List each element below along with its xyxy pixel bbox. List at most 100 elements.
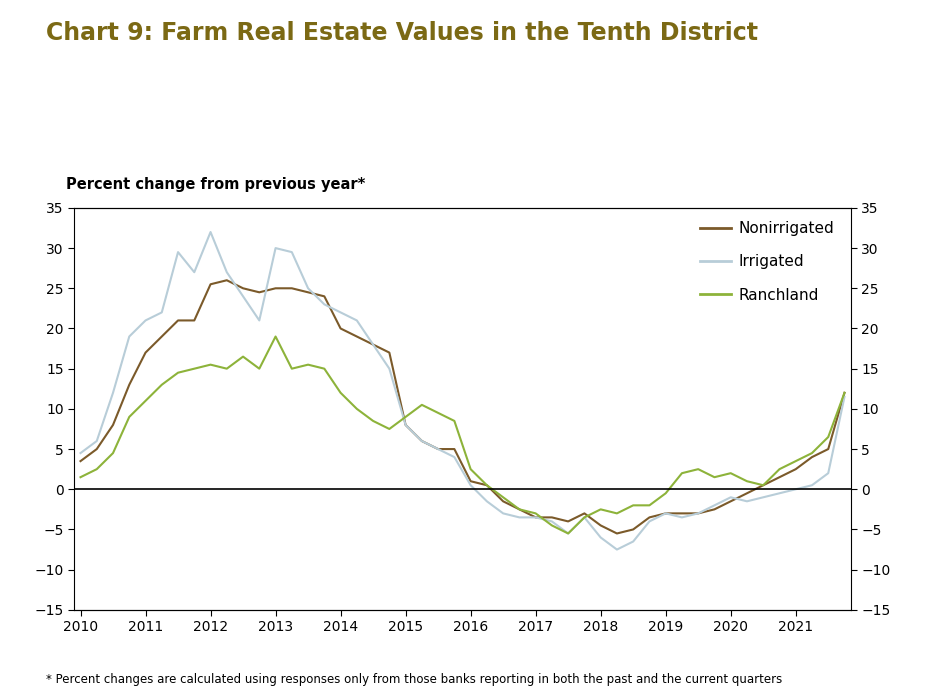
Nonirrigated	[92, 445, 103, 453]
Irrigated	[433, 445, 444, 453]
Ranchland	[433, 409, 444, 417]
Ranchland	[514, 505, 525, 514]
Nonirrigated	[433, 445, 444, 453]
Ranchland	[774, 465, 785, 473]
Irrigated	[676, 514, 687, 522]
Irrigated	[742, 497, 753, 505]
Nonirrigated	[140, 349, 151, 357]
Nonirrigated	[481, 481, 492, 489]
Irrigated	[562, 529, 574, 538]
Nonirrigated	[628, 525, 639, 534]
Nonirrigated	[547, 514, 558, 522]
Irrigated	[822, 469, 833, 477]
Irrigated	[270, 244, 281, 252]
Ranchland	[595, 505, 606, 514]
Irrigated	[595, 534, 606, 542]
Text: * Percent changes are calculated using responses only from those banks reporting: * Percent changes are calculated using r…	[46, 673, 783, 686]
Nonirrigated	[449, 445, 460, 453]
Nonirrigated	[400, 421, 411, 429]
Nonirrigated	[205, 280, 216, 288]
Ranchland	[140, 396, 151, 405]
Irrigated	[790, 485, 801, 493]
Ranchland	[205, 360, 216, 369]
Irrigated	[335, 308, 346, 317]
Ranchland	[465, 465, 476, 473]
Nonirrigated	[693, 509, 704, 518]
Ranchland	[253, 365, 265, 373]
Irrigated	[416, 437, 427, 445]
Nonirrigated	[367, 340, 378, 349]
Ranchland	[156, 380, 167, 389]
Irrigated	[498, 509, 509, 518]
Text: Chart 9: Farm Real Estate Values in the Tenth District: Chart 9: Farm Real Estate Values in the …	[46, 21, 758, 45]
Irrigated	[400, 421, 411, 429]
Line: Nonirrigated: Nonirrigated	[80, 280, 845, 534]
Nonirrigated	[107, 421, 118, 429]
Nonirrigated	[286, 284, 297, 292]
Irrigated	[172, 248, 183, 256]
Nonirrigated	[270, 284, 281, 292]
Ranchland	[807, 449, 818, 457]
Ranchland	[107, 449, 118, 457]
Nonirrigated	[156, 333, 167, 341]
Legend: Nonirrigated, Irrigated, Ranchland: Nonirrigated, Irrigated, Ranchland	[694, 215, 840, 309]
Ranchland	[352, 405, 363, 413]
Irrigated	[514, 514, 525, 522]
Irrigated	[107, 389, 118, 397]
Nonirrigated	[644, 514, 655, 522]
Nonirrigated	[416, 437, 427, 445]
Ranchland	[839, 389, 850, 397]
Ranchland	[367, 416, 378, 425]
Irrigated	[449, 453, 460, 462]
Ranchland	[400, 413, 411, 421]
Nonirrigated	[774, 473, 785, 482]
Ranchland	[547, 521, 558, 529]
Irrigated	[205, 228, 216, 236]
Irrigated	[758, 493, 769, 502]
Irrigated	[384, 365, 395, 373]
Text: Percent change from previous year*: Percent change from previous year*	[67, 177, 365, 192]
Irrigated	[547, 517, 558, 525]
Irrigated	[302, 284, 314, 292]
Nonirrigated	[124, 380, 135, 389]
Irrigated	[75, 449, 86, 457]
Line: Irrigated: Irrigated	[80, 232, 845, 550]
Ranchland	[530, 509, 541, 518]
Nonirrigated	[238, 284, 249, 292]
Ranchland	[562, 529, 574, 538]
Ranchland	[758, 481, 769, 489]
Nonirrigated	[562, 517, 574, 525]
Ranchland	[319, 365, 330, 373]
Ranchland	[579, 514, 590, 522]
Irrigated	[530, 514, 541, 522]
Ranchland	[270, 333, 281, 341]
Ranchland	[75, 473, 86, 482]
Nonirrigated	[384, 349, 395, 357]
Irrigated	[253, 316, 265, 324]
Irrigated	[92, 437, 103, 445]
Irrigated	[465, 481, 476, 489]
Nonirrigated	[514, 505, 525, 514]
Line: Ranchland: Ranchland	[80, 337, 845, 534]
Nonirrigated	[335, 324, 346, 333]
Ranchland	[238, 353, 249, 361]
Ranchland	[498, 493, 509, 502]
Irrigated	[709, 501, 720, 509]
Ranchland	[302, 360, 314, 369]
Nonirrigated	[352, 333, 363, 341]
Ranchland	[725, 469, 736, 477]
Nonirrigated	[725, 497, 736, 505]
Ranchland	[611, 509, 623, 518]
Irrigated	[774, 489, 785, 498]
Ranchland	[790, 457, 801, 465]
Ranchland	[676, 469, 687, 477]
Ranchland	[335, 389, 346, 397]
Irrigated	[611, 545, 623, 554]
Nonirrigated	[807, 453, 818, 462]
Ranchland	[449, 416, 460, 425]
Irrigated	[725, 493, 736, 502]
Irrigated	[140, 316, 151, 324]
Ranchland	[384, 425, 395, 433]
Irrigated	[481, 497, 492, 505]
Irrigated	[579, 514, 590, 522]
